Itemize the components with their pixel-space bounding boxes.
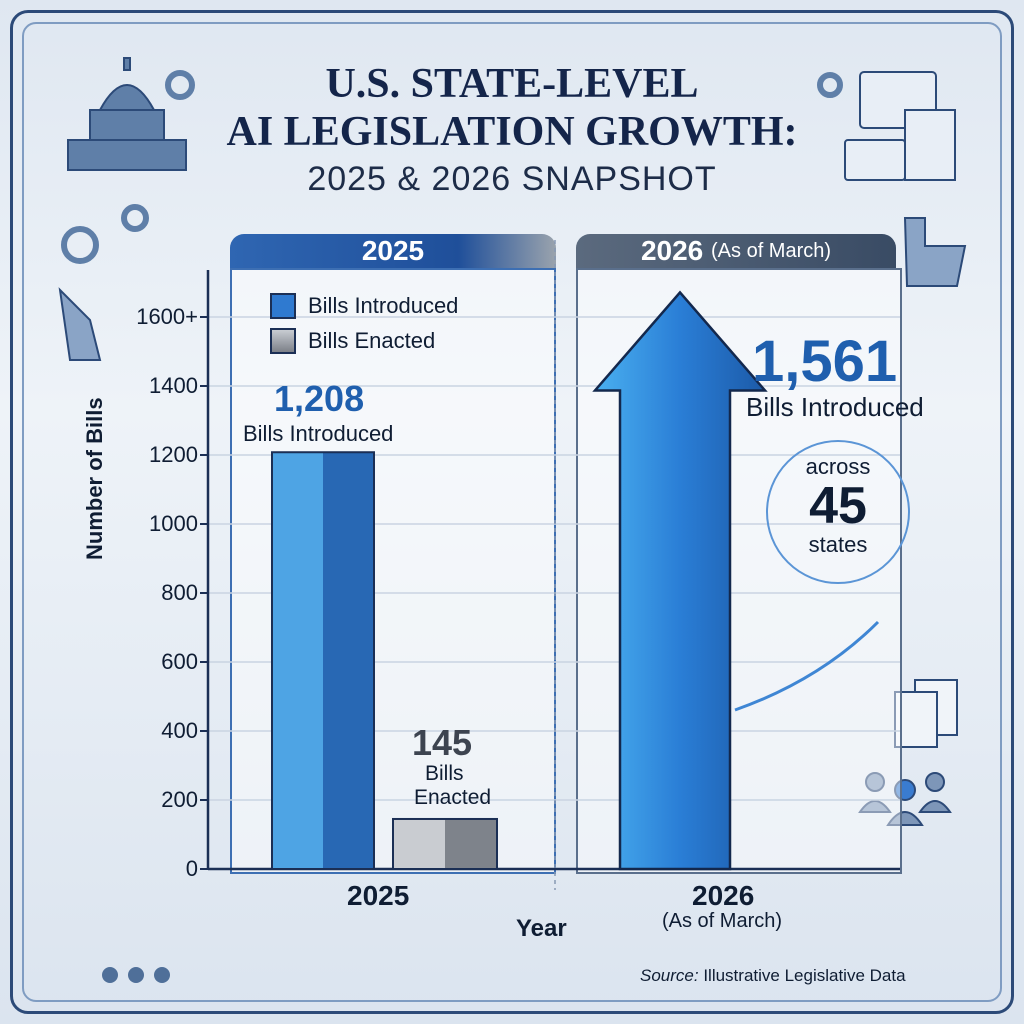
states-suffix: states xyxy=(808,532,868,557)
pagination-dots xyxy=(102,967,170,983)
states-prefix: across xyxy=(805,454,871,479)
label-2025-introduced: Bills Introduced xyxy=(243,421,394,446)
legend-swatch-introduced xyxy=(270,293,296,319)
title-line-1: U.S. STATE-LEVEL xyxy=(325,61,699,107)
y-tick-label: 1000 xyxy=(149,511,198,536)
value-label-2026-introduced: 1,561 xyxy=(752,329,898,394)
legend-item-introduced: Bills Introduced xyxy=(270,293,458,319)
legend-item-enacted: Bills Enacted xyxy=(270,328,435,354)
value-label-2025-enacted: 145 xyxy=(412,722,473,763)
states-value: 45 xyxy=(809,477,867,535)
people-icon xyxy=(858,772,952,826)
legend-label-introduced: Bills Introduced xyxy=(308,293,459,318)
panel-2026-title: 2026 xyxy=(640,235,704,266)
legend-label-enacted: Bills Enacted xyxy=(308,328,436,353)
bar-2026-introduced-arrow xyxy=(592,290,768,871)
outer-frame xyxy=(10,10,1014,1014)
y-tick-label: 1200 xyxy=(149,442,198,467)
y-tick-label: 0 xyxy=(185,856,198,881)
trend-arrow xyxy=(734,620,880,712)
subtitle: 2025 & 2026 SNAPSHOT xyxy=(307,160,717,198)
y-tick-label: 1600+ xyxy=(136,304,198,329)
label-2025-enacted-1: Bills xyxy=(425,762,464,785)
documents-icon xyxy=(894,679,958,748)
label-2026-introduced: Bills Introduced xyxy=(746,392,924,422)
y-tick-label: 800 xyxy=(161,580,198,605)
x-tick-2025: 2025 xyxy=(347,880,410,911)
y-axis-title: Number of Bills xyxy=(82,397,107,560)
y-tick-label: 600 xyxy=(161,649,198,674)
x-tick-2026-note: (As of March) xyxy=(662,910,783,932)
value-label-2025-introduced: 1,208 xyxy=(274,378,365,419)
y-tick-label: 400 xyxy=(161,718,198,743)
y-tick-label: 200 xyxy=(161,787,198,812)
inner-frame xyxy=(22,22,1002,1002)
panel-2026-note: (As of March) xyxy=(711,239,832,262)
panel-2025-header: 2025 xyxy=(230,234,556,268)
bar-2025-introduced xyxy=(271,451,375,870)
x-axis-title: Year xyxy=(516,915,567,942)
states-badge: across 45 states xyxy=(766,440,910,584)
x-tick-2026: 2026 xyxy=(692,880,755,911)
legend-swatch-enacted xyxy=(270,328,296,354)
panel-2026-header: 2026 (As of March) xyxy=(576,234,896,268)
source-prefix: Source: xyxy=(640,966,699,985)
label-2025-enacted-2: Enacted xyxy=(414,786,492,809)
source-text: Illustrative Legislative Data xyxy=(703,966,906,985)
map-state-icon xyxy=(58,217,967,361)
bar-2025-enacted xyxy=(392,817,498,870)
panel-2025-title: 2025 xyxy=(361,235,425,266)
source-note: Source: Illustrative Legislative Data xyxy=(640,966,906,986)
title-line-2: AI LEGISLATION GROWTH: xyxy=(226,109,798,155)
gear-icon xyxy=(61,70,843,264)
y-tick-label: 1400 xyxy=(149,373,198,398)
document-icon xyxy=(844,71,956,181)
capitol-icon xyxy=(67,57,187,171)
